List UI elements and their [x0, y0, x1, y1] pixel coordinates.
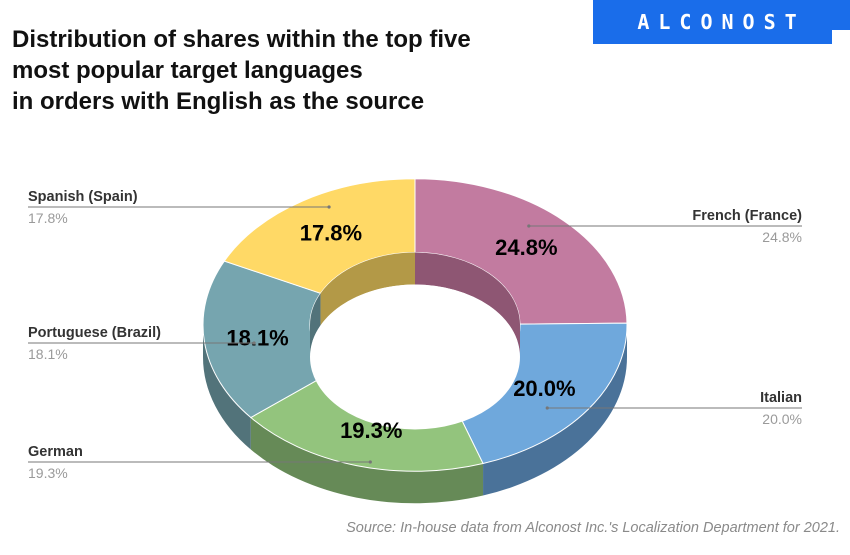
slice-side-german	[250, 417, 484, 504]
slice-tops	[202, 178, 628, 472]
logo-text: ALCONOST	[637, 10, 806, 34]
legend-label: Spanish (Spain)	[28, 189, 138, 205]
legend-label: Portuguese (Brazil)	[28, 325, 161, 341]
legend-value: 17.8%	[28, 210, 68, 226]
legend-value: 18.1%	[28, 346, 68, 362]
chart-title: Distribution of shares within the top fi…	[12, 24, 532, 117]
leader-dot	[252, 341, 256, 345]
leader-dot	[327, 205, 331, 209]
leader-dot	[545, 406, 549, 410]
alconost-logo: ALCONOST	[593, 0, 850, 44]
slice-labels: 24.8% French (France) 24.8% 20.0% Italian 20.…	[28, 189, 802, 481]
source-note: Source: In-house data from Alconost Inc.…	[346, 520, 840, 536]
slice-value-label: 17.8%	[300, 220, 362, 245]
slice-value-label: 19.3%	[340, 418, 402, 443]
legend-value: 19.3%	[28, 465, 68, 481]
chart-title-line-2: most popular target languages	[12, 57, 363, 84]
legend-label: German	[28, 444, 83, 460]
slice-inner-wall-portuguese-brazil-1	[310, 293, 321, 357]
slice-value-label: 20.0%	[513, 376, 575, 401]
legend-label: French (France)	[692, 208, 802, 224]
slice-side-portuguese-brazil	[203, 325, 251, 450]
slice-inner-wall-spanish-spain-1	[320, 252, 415, 326]
slice-inner-wall-french-france-0	[415, 252, 520, 357]
leader-dot	[527, 224, 531, 228]
legend-value: 20.0%	[762, 411, 802, 427]
chart-title-line-1: Distribution of shares within the top fi…	[12, 26, 471, 53]
legend-value: 24.8%	[762, 229, 802, 245]
leader-dot	[368, 460, 372, 464]
slice-value-label: 18.1%	[226, 326, 288, 351]
slice-value-label: 24.8%	[495, 235, 557, 260]
legend-label: Italian	[760, 390, 802, 406]
logo-notch	[832, 30, 850, 44]
donut-hole	[310, 284, 520, 430]
chart-title-line-3: in orders with English as the source	[12, 88, 425, 115]
